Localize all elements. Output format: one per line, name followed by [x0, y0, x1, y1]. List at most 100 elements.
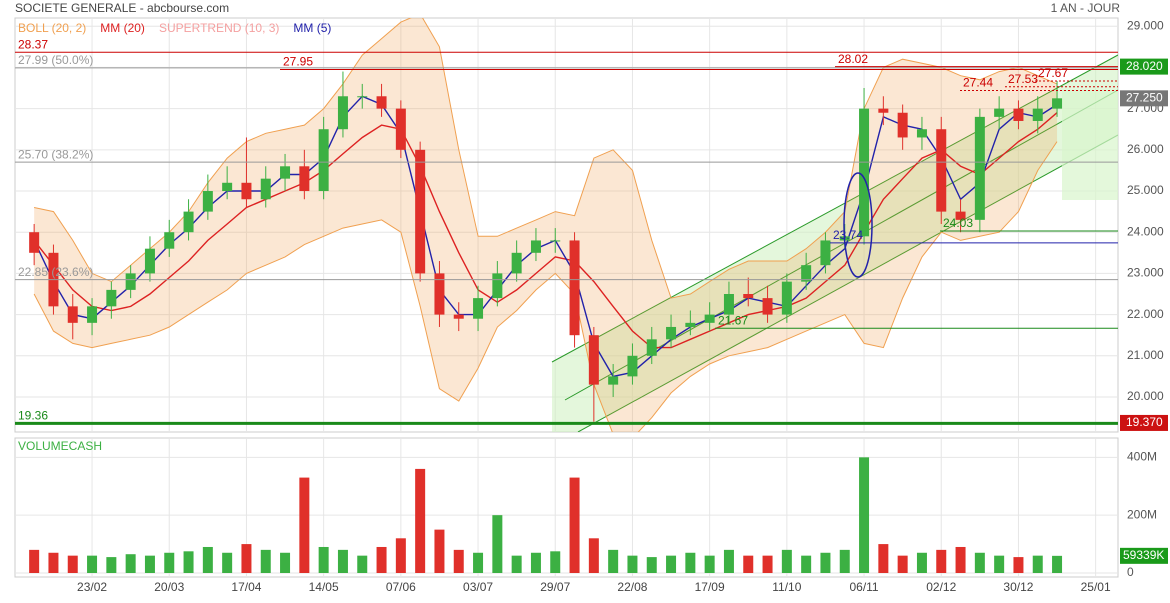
candle-body	[376, 96, 387, 109]
candle-body	[87, 306, 98, 323]
volume-bar	[415, 468, 426, 573]
candle-body	[781, 281, 792, 315]
candle-body	[144, 248, 155, 274]
x-tick-label: 17/09	[695, 580, 725, 594]
y-tick-label: 23.000	[1127, 266, 1164, 280]
volume-bar	[280, 552, 291, 573]
candle-body	[183, 211, 194, 233]
candle-body	[434, 273, 445, 315]
plot	[15, 18, 1118, 432]
candle-body	[125, 273, 136, 290]
volume-bar	[337, 549, 348, 573]
candle-body	[955, 211, 966, 220]
volume-bar	[685, 552, 696, 573]
volume-bar	[144, 555, 155, 573]
volume-bar	[897, 555, 908, 573]
volume-bar	[376, 546, 387, 573]
y-tick-label: 24.000	[1127, 224, 1164, 238]
volume-tag	[1120, 547, 1168, 564]
volume-bar	[395, 538, 406, 573]
volume	[29, 457, 1063, 573]
level-label: 27.99 (50.0%)	[18, 53, 93, 67]
volume-bar	[955, 546, 966, 573]
candle-body	[646, 339, 657, 356]
volume-bar	[492, 515, 503, 573]
candle-body	[936, 129, 947, 212]
candle-body	[859, 108, 870, 237]
legend-entry: SUPERTREND (10, 3)	[159, 21, 279, 35]
x-tick-label: 29/07	[540, 580, 570, 594]
level-label: 27.44	[963, 76, 993, 90]
candle-body	[453, 314, 464, 319]
volume-bar	[318, 546, 329, 573]
level-label: 24.03	[943, 216, 973, 230]
volume-bar	[299, 477, 310, 573]
volume-bar	[916, 552, 927, 573]
volume-bar	[222, 552, 233, 573]
candle-body	[666, 326, 677, 340]
volume-bar	[743, 555, 754, 573]
legend-entry: MM (20)	[100, 21, 145, 35]
volume-bar	[87, 555, 98, 573]
level-label: 22.85 (23.6%)	[18, 265, 93, 279]
volume-bar	[1052, 555, 1063, 573]
level-label: 27.53	[1008, 72, 1038, 86]
price-tag	[1120, 90, 1168, 107]
candle-body	[299, 166, 310, 192]
volume-bar	[202, 546, 213, 573]
candle-body	[357, 96, 368, 98]
channel-line	[577, 134, 1118, 432]
y-tick-label: 20.000	[1127, 389, 1164, 403]
candle-body	[897, 112, 908, 138]
level-label: 27.95	[283, 55, 313, 69]
volume-bar	[588, 538, 599, 573]
price-tag-label: 19.370	[1126, 415, 1163, 429]
price-tag	[1120, 58, 1168, 75]
candle-body	[492, 273, 503, 299]
volume-bar	[801, 555, 812, 573]
period: 1 AN - JOUR	[1051, 1, 1121, 15]
volume-bar	[473, 552, 484, 573]
volume-bar	[1032, 555, 1043, 573]
level-label: 19.36	[18, 409, 48, 423]
channel-line	[551, 54, 1118, 363]
volume-bar	[357, 555, 368, 573]
candle-body	[415, 149, 426, 274]
y-tick-label: 21.000	[1127, 348, 1164, 362]
x-tick-label: 11/10	[772, 580, 801, 594]
level-label: 23.74	[833, 228, 863, 242]
candle-body	[878, 108, 889, 113]
y-tick-label: 22.000	[1127, 307, 1164, 321]
candle-body	[1052, 98, 1063, 109]
x-tick-label: 14/05	[309, 580, 339, 594]
y-tick-label: 25.000	[1127, 183, 1164, 197]
candle-body	[106, 289, 117, 307]
candle-body	[473, 298, 484, 319]
candle-body	[685, 322, 696, 327]
volume-panel	[14, 437, 1119, 578]
volume-bar	[994, 555, 1005, 573]
volume-tick-label: 400M	[1127, 450, 1157, 464]
candle-body	[222, 182, 233, 192]
candle-body	[743, 294, 754, 299]
candle-body	[916, 129, 927, 138]
volume-bar	[1013, 557, 1024, 573]
x-tick-label: 06/11	[849, 580, 878, 594]
candle-body	[29, 232, 40, 253]
volume-bar	[260, 549, 271, 573]
candle-body	[395, 108, 406, 150]
overlay: 20.000 21.000 22.000 23.000 24.000 25.000 26.0…	[18, 18, 1168, 594]
volume-bar	[29, 549, 40, 573]
level-label: 25.70 (38.2%)	[18, 147, 93, 161]
volume-bar	[627, 555, 638, 573]
candle-body	[723, 294, 734, 315]
volume-bar	[723, 549, 734, 573]
volume-bar	[183, 551, 194, 573]
volume-bar	[936, 549, 947, 573]
candle-body	[569, 240, 580, 336]
projection-box	[1062, 90, 1118, 200]
volume-bar	[569, 477, 580, 573]
volume-bar	[974, 552, 985, 573]
channel-line	[564, 89, 1118, 401]
volume-bar	[434, 529, 445, 573]
